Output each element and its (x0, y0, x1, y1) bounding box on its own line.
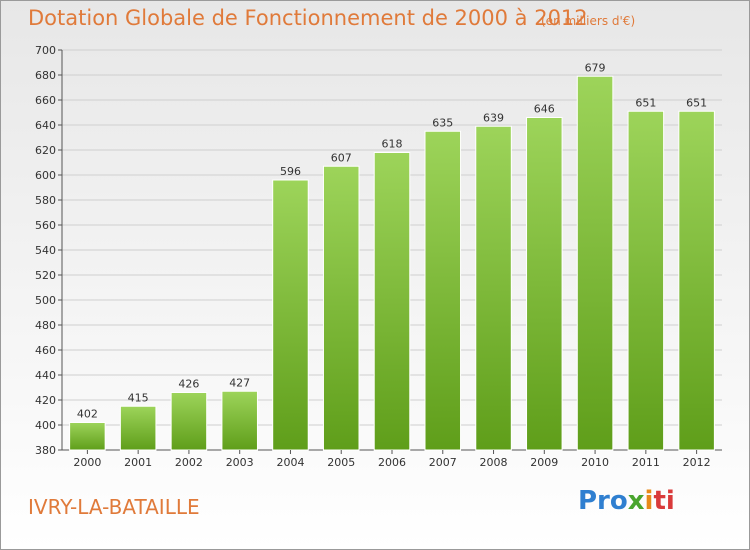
logo-part-1: Pro (578, 486, 628, 516)
bar-value-label: 679 (585, 61, 606, 74)
bar (69, 422, 106, 451)
x-tick-label: 2008 (480, 456, 508, 469)
x-tick-label: 2009 (530, 456, 558, 469)
y-tick-label: 380 (35, 444, 56, 457)
x-tick-label: 2005 (327, 456, 355, 469)
bar-value-label: 427 (229, 376, 250, 389)
bar-value-label: 426 (178, 378, 199, 391)
bar (272, 179, 309, 451)
bar-value-label: 651 (635, 96, 656, 109)
y-tick-label: 620 (35, 144, 56, 157)
bar-value-label: 651 (686, 96, 707, 109)
bar-value-label: 646 (534, 103, 555, 116)
bar (627, 110, 665, 451)
bar-value-label: 596 (280, 165, 301, 178)
y-tick-label: 500 (35, 294, 56, 307)
bar (119, 405, 157, 451)
bar-value-label: 639 (483, 111, 504, 124)
bar (322, 165, 360, 451)
bar (221, 390, 258, 451)
x-tick-label: 2001 (124, 456, 152, 469)
y-tick-label: 680 (35, 69, 56, 82)
commune-name: IVRY-LA-BATAILLE (28, 495, 200, 519)
x-tick-label: 2002 (175, 456, 203, 469)
bar-value-label: 607 (331, 151, 352, 164)
y-tick-label: 440 (35, 369, 56, 382)
y-tick-label: 540 (35, 244, 56, 257)
x-tick-label: 2007 (429, 456, 457, 469)
bar (576, 75, 614, 451)
proxiti-logo[interactable]: Proxiti (578, 486, 675, 516)
bar-value-label: 415 (128, 391, 149, 404)
x-tick-label: 2010 (581, 456, 609, 469)
y-tick-label: 600 (35, 169, 56, 182)
logo-part-3: i (644, 486, 654, 516)
bar (526, 117, 563, 451)
y-tick-label: 560 (35, 219, 56, 232)
y-tick-label: 640 (35, 119, 56, 132)
y-tick-label: 460 (35, 344, 56, 357)
bar-value-label: 402 (77, 408, 98, 421)
logo-part-4: ti (653, 486, 675, 516)
y-tick-label: 400 (35, 419, 56, 432)
logo-part-2: x (627, 486, 645, 516)
x-tick-label: 2004 (276, 456, 304, 469)
bar (424, 130, 462, 451)
chart-subtitle: (en milliers d'€) (541, 14, 636, 28)
y-tick-label: 480 (35, 319, 56, 332)
bar (678, 110, 715, 451)
bar (170, 392, 208, 451)
bar (475, 125, 512, 451)
x-tick-label: 2012 (683, 456, 711, 469)
chart-title: Dotation Globale de Fonctionnement de 20… (28, 6, 588, 30)
y-tick-label: 700 (35, 44, 56, 57)
x-tick-label: 2003 (226, 456, 254, 469)
y-tick-label: 520 (35, 269, 56, 282)
y-tick-label: 660 (35, 94, 56, 107)
bar-value-label: 618 (382, 138, 403, 151)
x-tick-label: 2006 (378, 456, 406, 469)
y-tick-label: 580 (35, 194, 56, 207)
x-tick-label: 2000 (73, 456, 101, 469)
x-tick-label: 2011 (632, 456, 660, 469)
y-tick-label: 420 (35, 394, 56, 407)
bar (373, 152, 411, 451)
bar-value-label: 635 (432, 116, 453, 129)
